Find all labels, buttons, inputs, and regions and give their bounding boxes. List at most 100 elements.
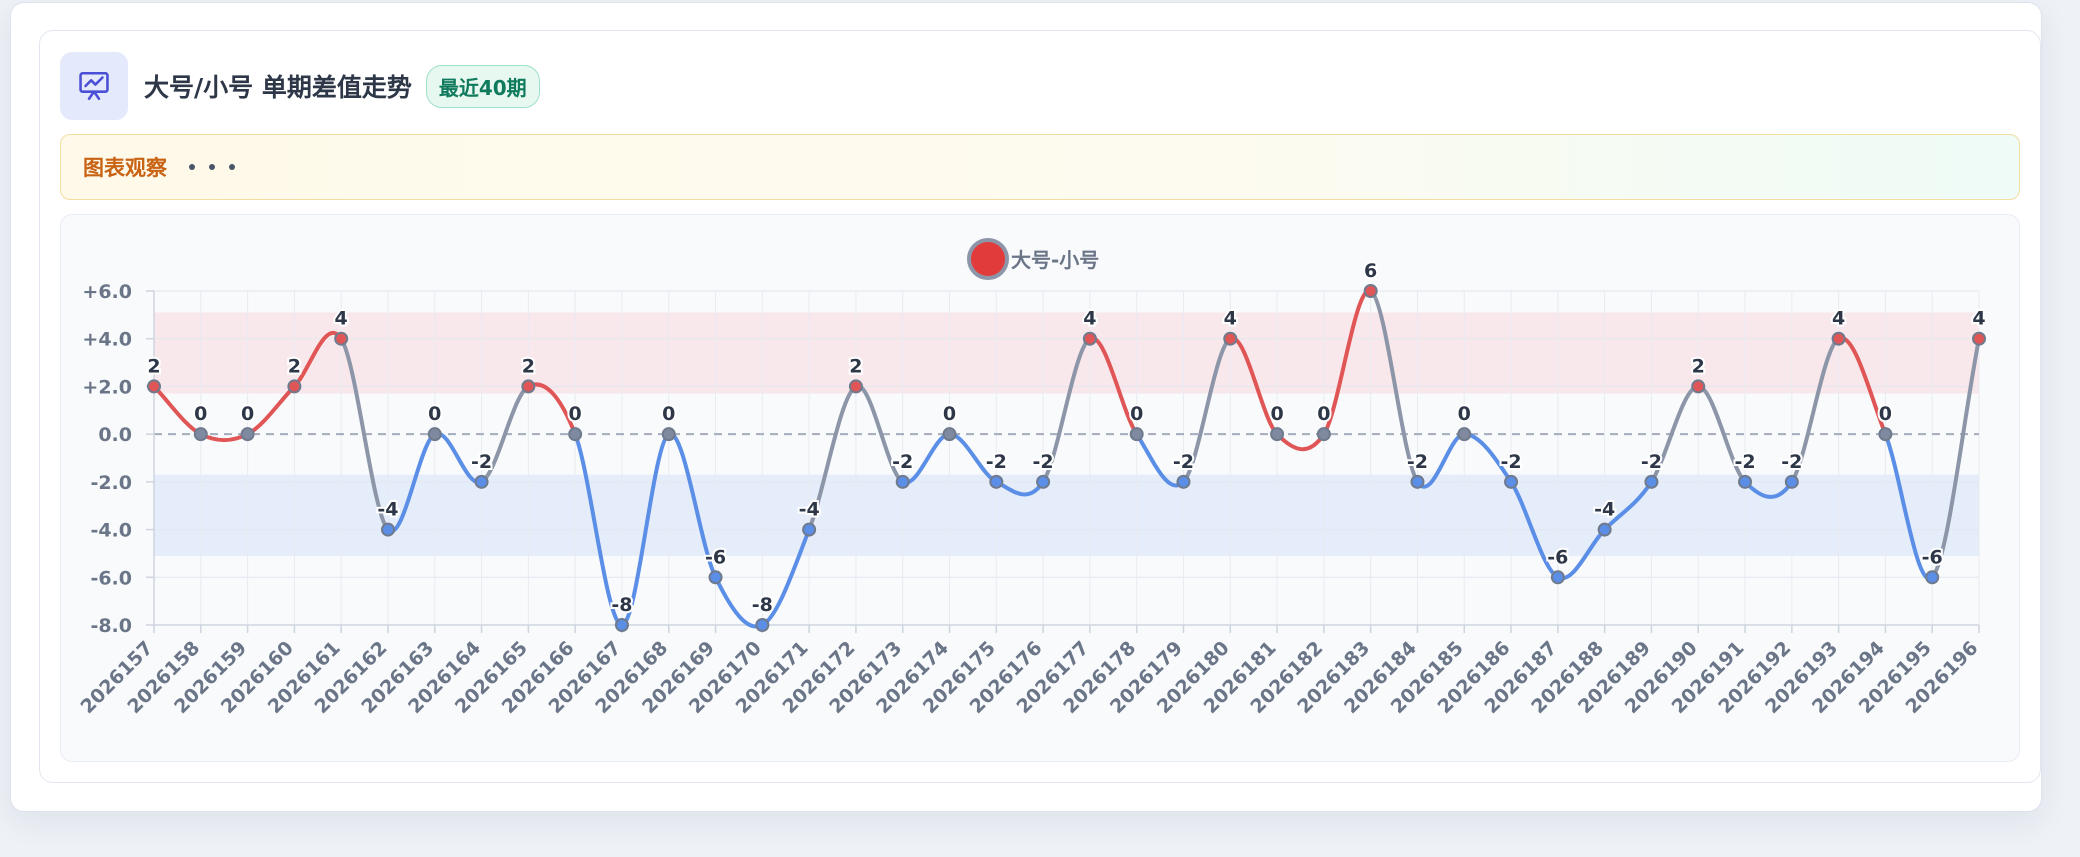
data-point bbox=[1925, 570, 1940, 585]
data-point bbox=[895, 474, 910, 489]
data-point bbox=[942, 427, 957, 442]
data-label: -2 bbox=[1734, 451, 1755, 473]
y-tick-label: +6.0 bbox=[82, 281, 132, 303]
line-segment bbox=[1368, 289, 1420, 484]
line-segment bbox=[573, 432, 624, 627]
data-label: -4 bbox=[1594, 499, 1615, 521]
data-label: -2 bbox=[1407, 451, 1428, 473]
data-label: -6 bbox=[1922, 546, 1943, 568]
positive-band bbox=[154, 312, 1979, 394]
data-point bbox=[708, 570, 723, 585]
y-tick-label: +2.0 bbox=[82, 376, 132, 398]
data-point bbox=[147, 379, 161, 394]
data-point bbox=[1597, 522, 1612, 537]
y-tick-label: -2.0 bbox=[90, 472, 132, 494]
legend-marker bbox=[967, 238, 1009, 280]
line-segment bbox=[479, 384, 531, 484]
line-segment bbox=[339, 336, 390, 532]
data-point bbox=[802, 522, 817, 537]
presentation-chart-icon bbox=[60, 52, 128, 120]
line-segment bbox=[807, 384, 858, 532]
data-label: -8 bbox=[752, 594, 773, 616]
data-point bbox=[614, 618, 629, 632]
data-point bbox=[1410, 474, 1425, 489]
data-label: -2 bbox=[1781, 451, 1802, 473]
y-tick-label: -4.0 bbox=[90, 520, 132, 542]
data-point bbox=[989, 474, 1004, 489]
data-point bbox=[1738, 474, 1753, 489]
insight-label: 图表观察 bbox=[83, 156, 167, 180]
data-point bbox=[287, 379, 302, 394]
data-point bbox=[380, 522, 395, 537]
period-badge[interactable]: 最近40期 bbox=[425, 64, 540, 108]
data-point bbox=[193, 427, 208, 442]
data-point bbox=[521, 379, 536, 394]
data-label: 0 bbox=[194, 403, 207, 425]
data-label: 0 bbox=[662, 403, 675, 425]
data-point bbox=[1270, 427, 1285, 442]
data-label: 0 bbox=[1879, 403, 1892, 425]
data-point bbox=[240, 427, 255, 442]
legend-label: 大号-小号 bbox=[1011, 248, 1099, 272]
data-point bbox=[1504, 474, 1519, 489]
data-label: -2 bbox=[1173, 451, 1194, 473]
data-point bbox=[661, 427, 676, 442]
data-label: 4 bbox=[1832, 308, 1845, 330]
data-point bbox=[568, 427, 583, 442]
data-point bbox=[1457, 427, 1472, 442]
line-segment bbox=[1181, 336, 1233, 484]
y-tick-label: -8.0 bbox=[90, 615, 132, 637]
page-title: 大号/小号 单期差值走势 bbox=[144, 73, 412, 102]
data-point bbox=[1972, 331, 1986, 346]
data-label: -2 bbox=[1033, 451, 1054, 473]
insight-bar[interactable]: 图表观察 bbox=[60, 134, 2020, 200]
data-label: -2 bbox=[892, 451, 913, 473]
y-tick-label: +4.0 bbox=[82, 329, 132, 351]
y-tick-label: 0.0 bbox=[98, 424, 132, 446]
data-label: 0 bbox=[569, 403, 582, 425]
data-point bbox=[427, 427, 442, 442]
data-point bbox=[1831, 331, 1846, 346]
data-label: -4 bbox=[377, 499, 398, 521]
line-segment bbox=[1041, 336, 1092, 484]
data-label: 2 bbox=[1692, 355, 1705, 377]
data-point bbox=[1036, 474, 1051, 489]
data-label: 4 bbox=[335, 308, 348, 330]
data-point bbox=[1691, 379, 1706, 394]
data-label: 0 bbox=[428, 403, 441, 425]
data-label: 0 bbox=[1458, 403, 1471, 425]
data-point bbox=[334, 331, 349, 346]
line-segment bbox=[1930, 336, 1981, 580]
data-point bbox=[474, 474, 489, 489]
data-label: -8 bbox=[611, 594, 632, 616]
data-label: 2 bbox=[147, 355, 160, 377]
data-label: -2 bbox=[1641, 451, 1662, 473]
data-point bbox=[1316, 427, 1331, 442]
data-point bbox=[755, 618, 770, 632]
data-label: -2 bbox=[471, 451, 492, 473]
data-label: 0 bbox=[943, 403, 956, 425]
data-label: 6 bbox=[1364, 260, 1377, 282]
data-label: 0 bbox=[1130, 403, 1143, 425]
data-point bbox=[1644, 474, 1659, 489]
negative-band bbox=[154, 474, 1979, 556]
data-point bbox=[1223, 331, 1238, 346]
y-tick-label: -6.0 bbox=[90, 567, 132, 589]
data-point bbox=[1129, 427, 1144, 442]
data-label: -4 bbox=[799, 499, 820, 521]
data-label: -6 bbox=[705, 546, 726, 568]
card-header: 大号/小号 单期差值走势 最近40期 bbox=[60, 52, 540, 120]
data-label: 0 bbox=[1270, 403, 1283, 425]
data-label: 0 bbox=[241, 403, 254, 425]
data-point bbox=[1784, 474, 1799, 489]
data-label: 4 bbox=[1083, 308, 1096, 330]
data-point bbox=[1176, 474, 1191, 489]
data-label: -2 bbox=[986, 451, 1007, 473]
data-point bbox=[1363, 284, 1378, 298]
data-label: 4 bbox=[1972, 308, 1985, 330]
line-segment bbox=[1275, 432, 1326, 452]
data-label: 4 bbox=[1224, 308, 1237, 330]
ellipsis-icon[interactable] bbox=[189, 164, 235, 170]
data-point bbox=[1082, 331, 1097, 346]
